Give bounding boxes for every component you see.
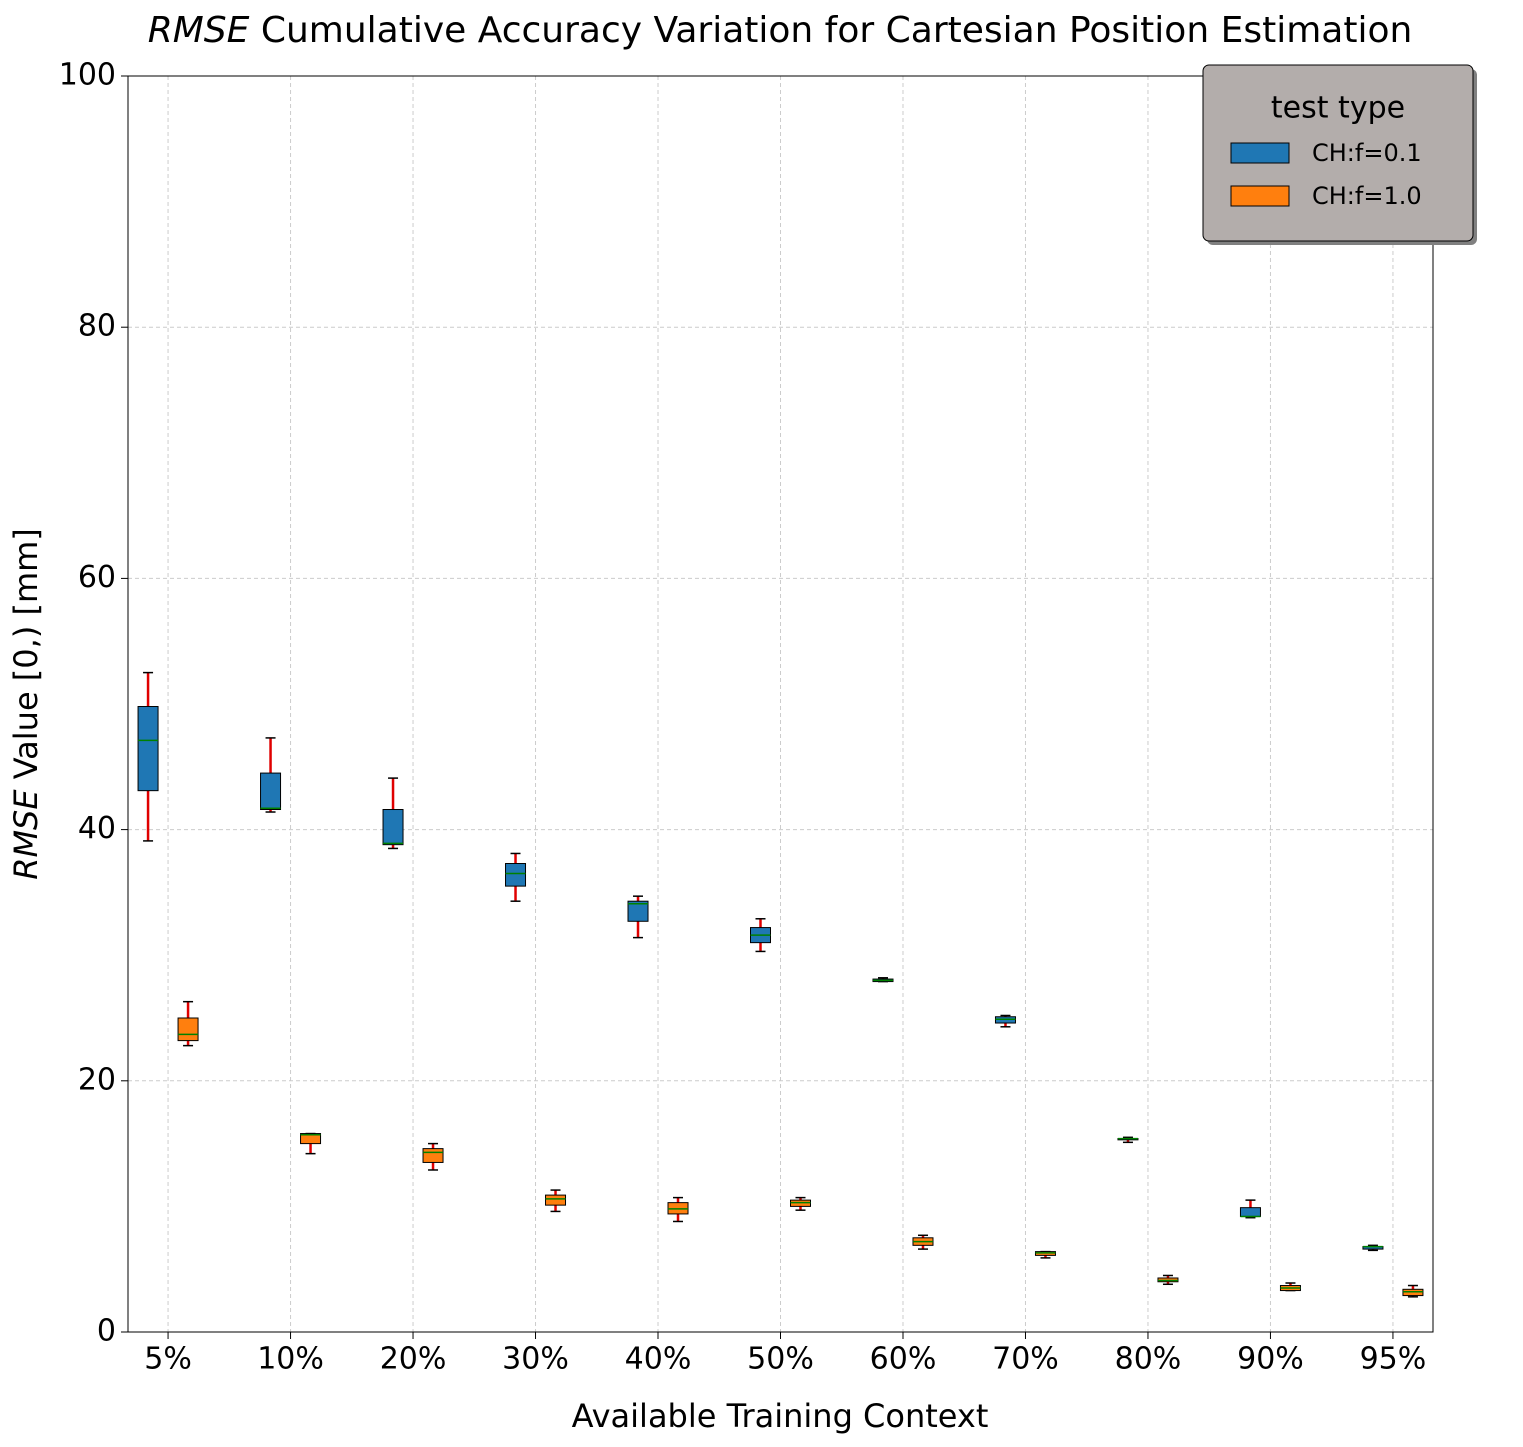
x-tick-label: 40%: [625, 1342, 692, 1377]
legend-swatch: [1230, 185, 1290, 207]
x-tick-label: 60%: [870, 1342, 937, 1377]
y-tick-label: 20: [78, 1062, 116, 1097]
box: [177, 1017, 199, 1042]
box: [137, 706, 159, 792]
x-tick-label: 95%: [1360, 1342, 1427, 1377]
y-tick-label: 100: [59, 58, 116, 93]
x-tick-label: 80%: [1115, 1342, 1182, 1377]
box: [300, 1133, 322, 1145]
box: [627, 900, 649, 922]
y-tick-label: 60: [78, 560, 116, 595]
y-tick-label: 0: [97, 1314, 116, 1349]
title-text: Cumulative Accuracy Variation for Cartes…: [261, 10, 1412, 51]
box: [505, 863, 527, 887]
y-tick-label: 80: [78, 309, 116, 344]
x-tick-label: 70%: [992, 1342, 1059, 1377]
title-emphasis: RMSE: [148, 10, 250, 51]
x-tick-label: 50%: [747, 1342, 814, 1377]
box: [422, 1148, 444, 1163]
y-label-emphasis: RMSE: [7, 789, 45, 880]
box: [382, 809, 404, 846]
legend-label: CH:f=0.1: [1312, 139, 1422, 167]
legend-swatch: [1230, 142, 1290, 164]
plot-frame: [127, 75, 1434, 1333]
box: [545, 1194, 567, 1206]
box: [260, 772, 282, 811]
y-axis-label: RMSE Value [0,) [mm]: [7, 528, 45, 880]
x-tick-label: 20%: [380, 1342, 447, 1377]
x-tick-label: 5%: [144, 1342, 192, 1377]
legend-label: CH:f=1.0: [1312, 182, 1422, 210]
y-tick-label: 40: [78, 811, 116, 846]
x-tick-label: 30%: [502, 1342, 569, 1377]
chart-title: RMSE Cumulative Accuracy Variation for C…: [148, 10, 1413, 51]
box: [1239, 1207, 1261, 1217]
x-tick-label: 10%: [257, 1342, 324, 1377]
x-tick-label: 90%: [1237, 1342, 1304, 1377]
y-label-text: Value [0,) [mm]: [7, 528, 45, 779]
legend-title: test type: [1271, 91, 1405, 126]
x-axis-label: Available Training Context: [572, 1397, 989, 1435]
